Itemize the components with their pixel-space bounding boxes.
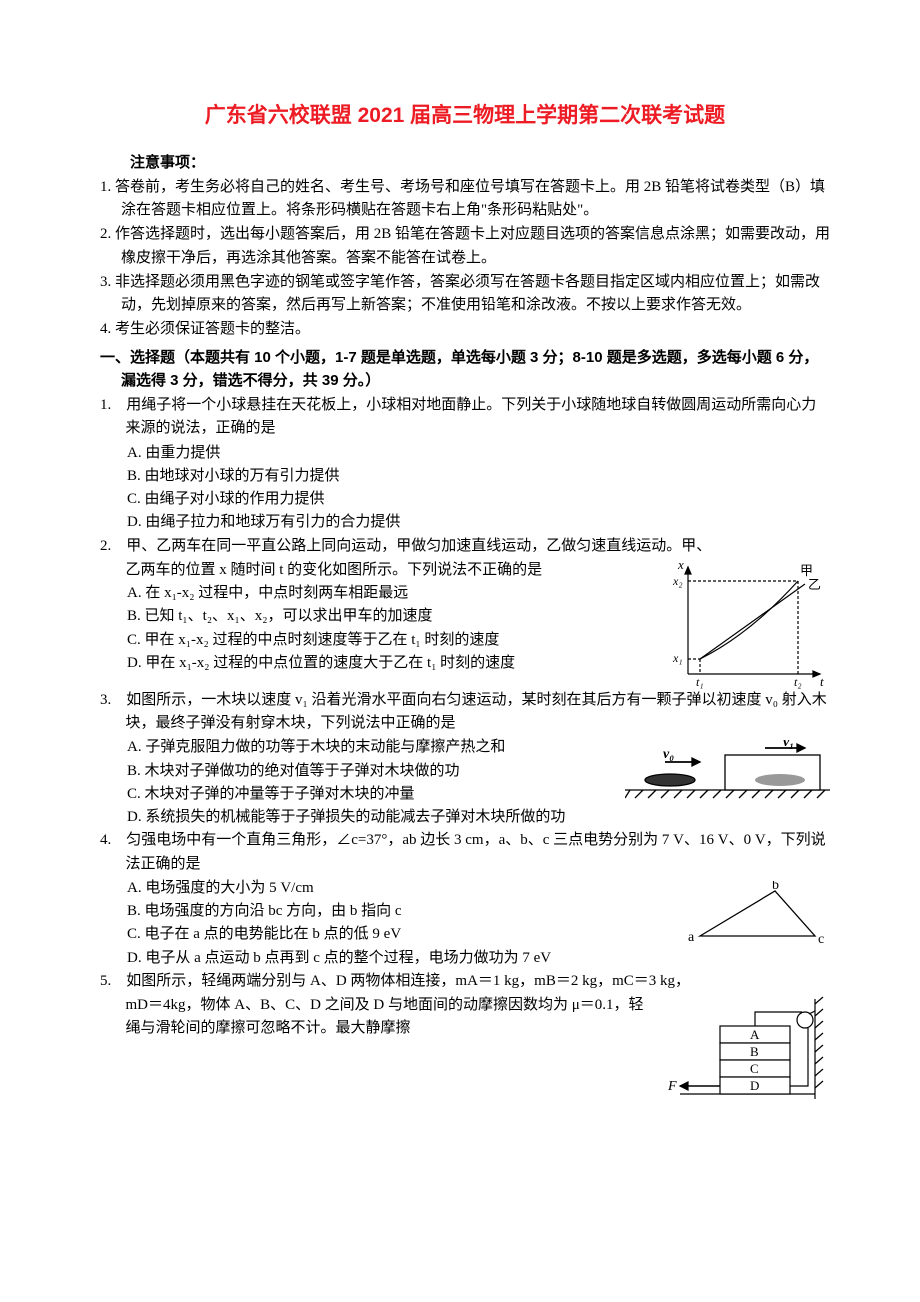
- notice-item-3: 3. 非选择题必须用黑色字迹的钢笔或签字笔作答，答案必须写在答题卡各题目指定区域…: [100, 271, 830, 318]
- svg-text:C: C: [750, 1061, 759, 1076]
- svg-text:c: c: [818, 932, 824, 947]
- q1-option-d: D. 由绳子拉力和地球万有引力的合力提供: [100, 511, 830, 534]
- svg-text:x: x: [677, 559, 684, 572]
- svg-text:t: t: [820, 674, 824, 689]
- section-1-heading: 一、选择题（本题共有 10 个小题，1-7 题是单选题，单选每小题 3 分；8-…: [100, 346, 830, 393]
- question-2-stem-a: 2. 甲、乙两车在同一平直公路上同向运动，甲做匀加速直线运动，乙做匀速直线运动。…: [100, 535, 830, 558]
- q5-figure: A B C D F: [650, 994, 830, 1104]
- svg-text:B: B: [750, 1044, 759, 1059]
- page-root: 广东省六校联盟 2021 届高三物理上学期第二次联考试题 注意事项： 1. 答卷…: [0, 0, 920, 1164]
- svg-text:D: D: [750, 1078, 759, 1093]
- svg-text:b: b: [772, 881, 779, 893]
- notice-heading: 注意事项：: [100, 151, 830, 174]
- q3-figure: v₀ v₁: [625, 740, 830, 810]
- question-5-stem-a: 5. 如图所示，轻绳两端分别与 A、D 两物体相连接，mA＝1 kg，mB＝2 …: [100, 970, 830, 993]
- notice-item-2: 2. 作答选择题时，选出每小题答案后，用 2B 铅笔在答题卡上对应题目选项的答案…: [100, 223, 830, 270]
- notice-item-1: 1. 答卷前，考生务必将自己的姓名、考生号、考场号和座位号填写在答题卡上。用 2…: [100, 176, 830, 223]
- svg-text:甲: 甲: [800, 563, 813, 578]
- svg-text:A: A: [750, 1027, 760, 1042]
- svg-text:t₁: t₁: [696, 675, 704, 689]
- question-4-stem: 4. 匀强电场中有一个直角三角形，∠c=37°，ab 边长 3 cm，a、b、c…: [100, 829, 830, 876]
- svg-text:a: a: [688, 930, 695, 945]
- q1-option-a: A. 由重力提供: [100, 442, 830, 465]
- q1-option-b: B. 由地球对小球的万有引力提供: [100, 465, 830, 488]
- svg-text:v₀: v₀: [663, 747, 674, 762]
- q4-figure: a b c: [680, 881, 830, 956]
- notice-item-4: 4. 考生必须保证答题卡的整洁。: [100, 318, 830, 341]
- svg-text:x₂: x₂: [672, 574, 683, 588]
- svg-text:乙: 乙: [808, 577, 821, 592]
- question-1-stem: 1. 用绳子将一个小球悬挂在天花板上，小球相对地面静止。下列关于小球随地球自转做…: [100, 394, 830, 441]
- q2-figure: x t x₂ x₁ t₁ t₂ 甲 乙: [670, 559, 830, 689]
- svg-text:F: F: [667, 1079, 677, 1094]
- svg-text:v₁: v₁: [783, 740, 794, 750]
- question-3-stem: 3. 如图所示，一木块以速度 v₁ 沿着光滑水平面向右匀速运动，某时刻在其后方有…: [100, 689, 830, 736]
- exam-title: 广东省六校联盟 2021 届高三物理上学期第二次联考试题: [100, 100, 830, 133]
- svg-text:t₂: t₂: [794, 675, 802, 689]
- q1-option-c: C. 由绳子对小球的作用力提供: [100, 488, 830, 511]
- svg-text:x₁: x₁: [672, 651, 683, 665]
